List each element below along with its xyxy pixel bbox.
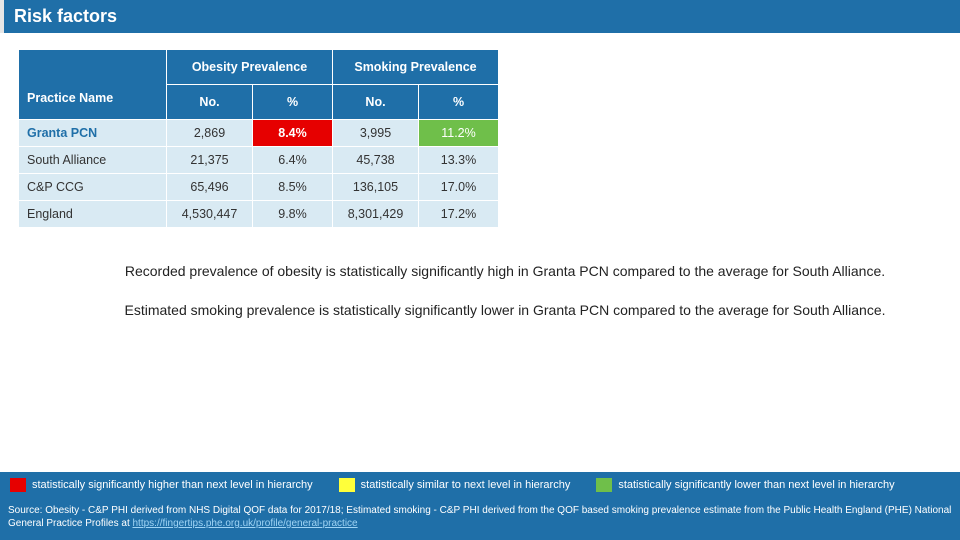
data-cell: 11.2% — [419, 120, 499, 147]
legend-label: statistically significantly lower than n… — [618, 479, 894, 491]
row-name: England — [19, 201, 167, 228]
legend: statistically significantly higher than … — [0, 472, 960, 498]
row-name: South Alliance — [19, 147, 167, 174]
col-group-smoking: Smoking Prevalence — [333, 50, 499, 85]
col-smoking-pct: % — [419, 85, 499, 120]
col-obesity-pct: % — [253, 85, 333, 120]
col-smoking-no: No. — [333, 85, 419, 120]
data-cell: 21,375 — [167, 147, 253, 174]
col-group-obesity: Obesity Prevalence — [167, 50, 333, 85]
legend-item: statistically similar to next level in h… — [339, 478, 571, 492]
page-title: Risk factors — [0, 0, 960, 33]
data-cell: 9.8% — [253, 201, 333, 228]
data-cell: 8.4% — [253, 120, 333, 147]
table-row: Granta PCN2,8698.4%3,99511.2% — [19, 120, 499, 147]
row-name: Granta PCN — [19, 120, 167, 147]
row-name: C&P CCG — [19, 174, 167, 201]
legend-item: statistically significantly higher than … — [10, 478, 313, 492]
table-row: South Alliance21,3756.4%45,73813.3% — [19, 147, 499, 174]
legend-swatch-green — [596, 478, 612, 492]
col-obesity-no: No. — [167, 85, 253, 120]
source-link[interactable]: https://fingertips.phe.org.uk/profile/ge… — [133, 518, 358, 529]
commentary-obesity: Recorded prevalence of obesity is statis… — [110, 262, 900, 281]
data-cell: 4,530,447 — [167, 201, 253, 228]
data-cell: 13.3% — [419, 147, 499, 174]
source-citation: Source: Obesity - C&P PHI derived from N… — [0, 498, 960, 540]
legend-item: statistically significantly lower than n… — [596, 478, 894, 492]
data-cell: 3,995 — [333, 120, 419, 147]
data-cell: 2,869 — [167, 120, 253, 147]
data-cell: 136,105 — [333, 174, 419, 201]
data-cell: 6.4% — [253, 147, 333, 174]
data-cell: 45,738 — [333, 147, 419, 174]
legend-label: statistically similar to next level in h… — [361, 479, 571, 491]
commentary-smoking: Estimated smoking prevalence is statisti… — [110, 301, 900, 320]
col-practice-name: Practice Name — [19, 50, 167, 120]
legend-swatch-yellow — [339, 478, 355, 492]
data-cell: 17.0% — [419, 174, 499, 201]
table-row: England4,530,4479.8%8,301,42917.2% — [19, 201, 499, 228]
data-table-wrap: Practice Name Obesity Prevalence Smoking… — [18, 49, 960, 228]
legend-label: statistically significantly higher than … — [32, 479, 313, 491]
commentary: Recorded prevalence of obesity is statis… — [110, 262, 900, 320]
legend-swatch-red — [10, 478, 26, 492]
data-cell: 17.2% — [419, 201, 499, 228]
data-cell: 8,301,429 — [333, 201, 419, 228]
table-row: C&P CCG65,4968.5%136,10517.0% — [19, 174, 499, 201]
data-cell: 8.5% — [253, 174, 333, 201]
data-cell: 65,496 — [167, 174, 253, 201]
prevalence-table: Practice Name Obesity Prevalence Smoking… — [18, 49, 499, 228]
